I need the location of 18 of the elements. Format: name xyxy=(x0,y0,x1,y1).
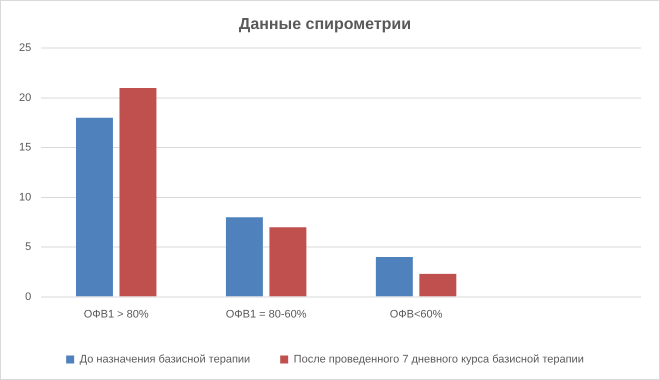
y-tick-label: 15 xyxy=(18,142,32,154)
y-tick-label: 25 xyxy=(18,42,32,54)
legend-label: До назначения базисной терапии xyxy=(80,354,250,366)
y-tick-label: 5 xyxy=(25,241,32,254)
x-tick-label: ОФВ<60% xyxy=(390,308,443,320)
x-tick-label: ОФВ1 > 80% xyxy=(84,308,149,320)
bar xyxy=(226,217,263,296)
x-tick-label: ОФВ1 = 80-60% xyxy=(226,308,307,320)
bar xyxy=(119,88,156,296)
bar xyxy=(419,274,456,296)
y-tick-label: 0 xyxy=(25,290,32,303)
legend-label: После проведенного 7 дневного курса базисной терапии xyxy=(294,354,584,366)
bar xyxy=(76,118,113,296)
bar xyxy=(269,227,306,296)
chart-title: Данные спирометрии xyxy=(238,16,412,34)
y-tick-label: 10 xyxy=(18,191,32,204)
y-tick-label: 20 xyxy=(18,92,32,104)
bar xyxy=(376,257,413,296)
